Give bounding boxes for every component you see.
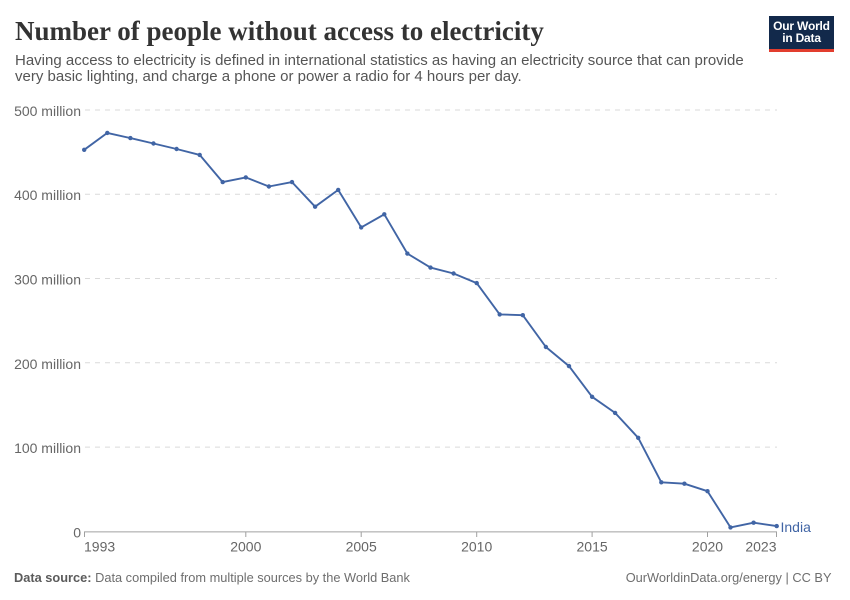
svg-text:2000: 2000 <box>230 538 261 554</box>
svg-text:400 million: 400 million <box>14 187 81 203</box>
svg-text:2015: 2015 <box>577 538 608 554</box>
svg-text:2010: 2010 <box>461 538 492 554</box>
svg-text:2023: 2023 <box>745 538 776 554</box>
svg-text:300 million: 300 million <box>14 272 81 288</box>
svg-text:0: 0 <box>73 524 81 540</box>
svg-text:1993: 1993 <box>84 538 115 554</box>
svg-text:2005: 2005 <box>346 538 377 554</box>
svg-text:India: India <box>781 519 812 535</box>
svg-text:500 million: 500 million <box>14 103 81 119</box>
svg-text:100 million: 100 million <box>14 440 81 456</box>
svg-text:200 million: 200 million <box>14 356 81 372</box>
svg-text:2020: 2020 <box>692 538 723 554</box>
